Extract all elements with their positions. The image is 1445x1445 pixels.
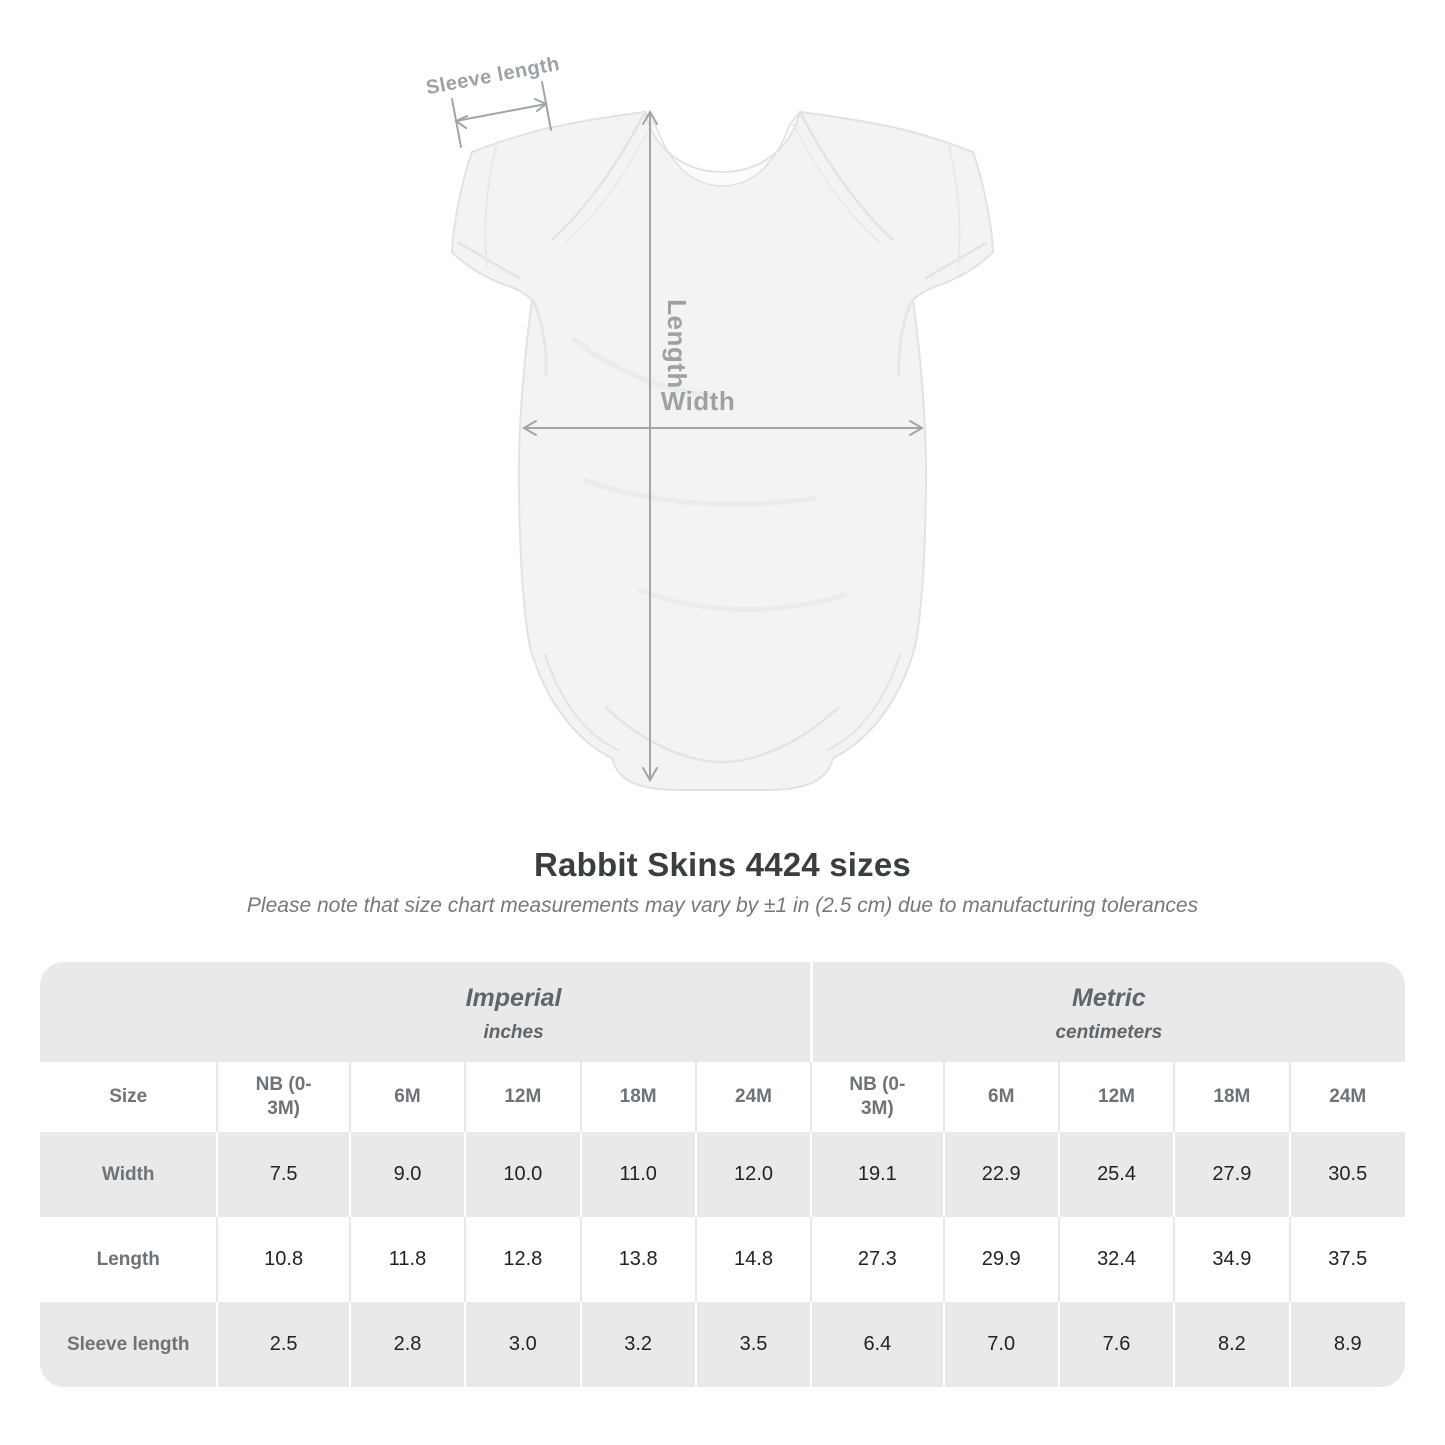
column-header: 6M: [942, 1062, 1059, 1132]
left-underarm-shadow: [532, 300, 548, 378]
cell: 3.5: [694, 1302, 812, 1387]
metric-group-header: Metric centimeters: [809, 962, 1405, 1062]
cell: 9.0: [348, 1132, 466, 1217]
column-header-label: NB (0-3M): [255, 1074, 312, 1119]
column-header-label: 6M: [394, 1086, 421, 1107]
sleeve-length-label: Sleeve length: [424, 53, 561, 99]
width-label: Width: [661, 386, 735, 416]
column-header-row: Size NB (0-3M) 6M 12M 18M 24M NB (0-3M) …: [40, 1062, 1405, 1132]
column-header: 24M: [694, 1062, 812, 1132]
column-header: 18M: [579, 1062, 696, 1132]
fabric-fold-3: [637, 587, 848, 612]
width-measure-line: [522, 420, 924, 436]
left-leg-binding: [544, 654, 619, 751]
column-header-label: 12M: [504, 1086, 542, 1107]
cell: 27.9: [1173, 1132, 1290, 1217]
column-header: 12M: [1057, 1062, 1175, 1132]
chart-heading: Rabbit Skins 4424 sizes Please note that…: [0, 846, 1445, 918]
column-header: NB (0-3M): [216, 1062, 350, 1132]
column-header-label: 6M: [988, 1086, 1015, 1107]
fabric-fold-1: [572, 337, 718, 399]
cell: 2.5: [216, 1302, 350, 1387]
column-header: 24M: [1288, 1062, 1405, 1132]
cell: 10.8: [216, 1217, 350, 1302]
cell: 32.4: [1057, 1217, 1175, 1302]
band-spacer: [40, 962, 218, 1062]
metric-label: Metric: [1072, 984, 1146, 1012]
cell: 3.2: [579, 1302, 696, 1387]
cell: 37.5: [1288, 1217, 1405, 1302]
column-header-label: 18M: [1213, 1086, 1251, 1107]
page-title: Rabbit Skins 4424 sizes: [534, 846, 911, 883]
size-table: Imperial inches Metric centimeters Size …: [40, 962, 1405, 1387]
cell: 29.9: [942, 1217, 1059, 1302]
right-underarm-shadow: [897, 300, 913, 378]
column-header-label: 24M: [1329, 1086, 1367, 1107]
cell: 22.9: [942, 1132, 1059, 1217]
right-cuff-seam: [924, 241, 988, 280]
cell: 30.5: [1288, 1132, 1405, 1217]
metric-unit: centimeters: [1055, 1022, 1163, 1043]
right-leg-binding: [826, 654, 901, 751]
column-header: 12M: [464, 1062, 581, 1132]
imperial-label: Imperial: [465, 984, 562, 1012]
imperial-group-header: Imperial inches: [217, 962, 812, 1062]
right-sleeve-fold: [947, 141, 961, 267]
bodysuit-silhouette: [450, 110, 995, 791]
cell: 13.8: [579, 1217, 696, 1302]
cell: 2.8: [348, 1302, 466, 1387]
bodysuit-measurement-diagram: Sleeve length Length Width: [424, 53, 995, 791]
cell: 7.5: [216, 1132, 350, 1217]
unit-group-row: Imperial inches Metric centimeters: [40, 962, 1405, 1062]
column-header-label: 12M: [1098, 1086, 1136, 1107]
cell: 19.1: [810, 1132, 944, 1217]
tolerance-note: Please note that size chart measurements…: [246, 894, 1199, 917]
cell: 7.6: [1057, 1302, 1175, 1387]
length-measure-line: [642, 110, 658, 782]
right-lap-shoulder-seam-echo: [792, 123, 880, 243]
left-cuff-seam: [457, 241, 521, 280]
column-header-label: NB (0-3M): [849, 1074, 906, 1119]
column-header-label: 18M: [619, 1086, 657, 1107]
cell: 14.8: [694, 1217, 812, 1302]
cell: 3.0: [464, 1302, 581, 1387]
table-row-width: Width 7.5 9.0 10.0 11.0 12.0 19.1 22.9 2…: [40, 1132, 1405, 1217]
crotch-flap-seam: [604, 706, 840, 764]
infant-bodysuit-illustration: [450, 110, 995, 791]
column-header: 18M: [1173, 1062, 1290, 1132]
column-header: NB (0-3M): [810, 1062, 944, 1132]
imperial-unit: inches: [483, 1022, 544, 1043]
cell: 6.4: [810, 1302, 944, 1387]
cell: 8.2: [1173, 1302, 1290, 1387]
size-column-header: Size: [40, 1062, 218, 1132]
cell: 25.4: [1057, 1132, 1175, 1217]
left-sleeve-fold: [484, 141, 498, 267]
left-lap-shoulder-seam: [550, 110, 647, 242]
fabric-fold-2: [582, 477, 818, 507]
table-row-length: Length 10.8 11.8 12.8 13.8 14.8 27.3 29.…: [40, 1217, 1405, 1302]
right-lap-shoulder-seam: [798, 110, 895, 242]
cell: 8.9: [1288, 1302, 1405, 1387]
column-header-label: 24M: [735, 1086, 772, 1107]
row-label: Sleeve length: [40, 1302, 218, 1387]
left-lap-shoulder-seam-echo: [565, 123, 653, 243]
cell: 11.8: [348, 1217, 466, 1302]
cell: 10.0: [464, 1132, 581, 1217]
column-header: 6M: [348, 1062, 466, 1132]
sleeve-measure-line: [451, 81, 552, 148]
cell: 27.3: [810, 1217, 944, 1302]
cell: 12.0: [694, 1132, 812, 1217]
length-label: Length: [662, 299, 692, 389]
cell: 7.0: [942, 1302, 1059, 1387]
cell: 11.0: [579, 1132, 696, 1217]
cell: 12.8: [464, 1217, 581, 1302]
row-label: Width: [40, 1132, 218, 1217]
cell: 34.9: [1173, 1217, 1290, 1302]
size-table-grid: Imperial inches Metric centimeters Size …: [40, 962, 1405, 1387]
table-row-sleeve-length: Sleeve length 2.5 2.8 3.0 3.2 3.5 6.4 7.…: [40, 1302, 1405, 1387]
row-label: Length: [40, 1217, 218, 1302]
collar-band: [644, 111, 801, 187]
